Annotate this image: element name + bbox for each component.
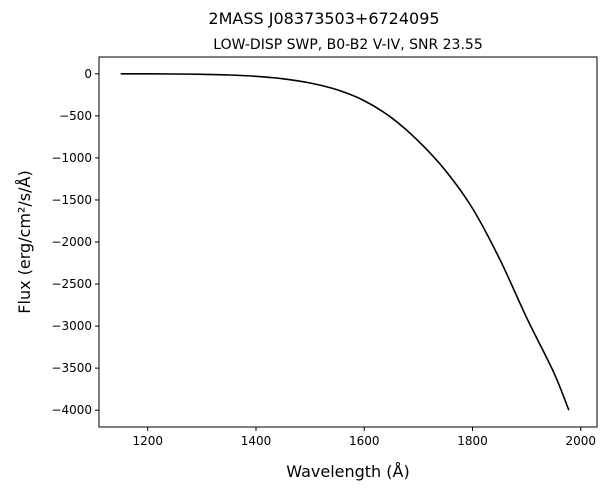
y-tick-label: −2000 [51,235,92,249]
y-tick-label: −1000 [51,151,92,165]
x-axis-label: Wavelength (Å) [286,462,409,481]
x-tick-label: 1400 [241,434,272,448]
y-tick-label: −1500 [51,193,92,207]
chart-subtitle: LOW-DISP SWP, B0-B2 V-IV, SNR 23.55 [213,37,482,53]
plot-area-frame [98,56,598,428]
y-tick-label: −2500 [51,277,92,291]
y-tick-label: −3000 [51,319,92,333]
chart-title: 2MASS J08373503+6724095 [208,9,439,28]
y-tick-label: −3500 [51,361,92,375]
y-tick-label: 0 [84,67,92,81]
series-layer [120,73,570,411]
y-axis-label: Flux (erg/cm²/s/Å) [15,170,34,313]
y-axis: 0 −500 −1000 −1500 −2000 −2500 −3000 −3500 −4000 [51,67,99,417]
flux-line [120,73,570,411]
y-tick-label: −4000 [51,403,92,417]
x-tick-label: 1600 [349,434,380,448]
x-tick-label: 2000 [565,434,596,448]
y-tick-label: −500 [59,109,92,123]
x-axis: 1200 1400 1600 1800 2000 [132,427,596,448]
x-tick-label: 1800 [457,434,488,448]
x-tick-label: 1200 [132,434,163,448]
